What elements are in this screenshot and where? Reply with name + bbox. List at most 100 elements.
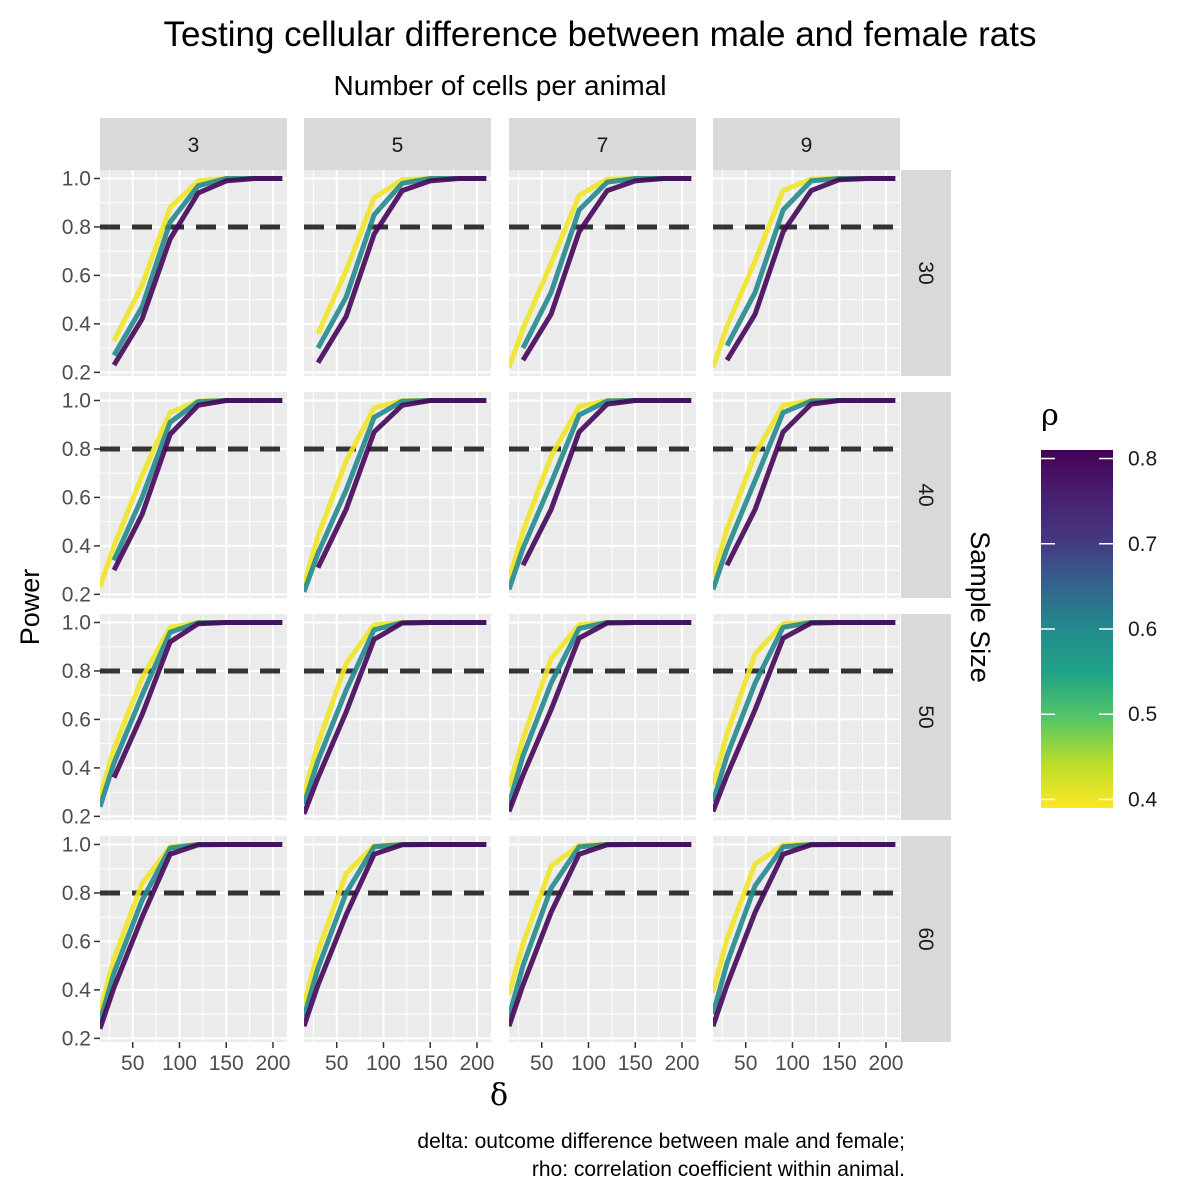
column-strip-5 — [304, 118, 491, 170]
column-facet-title: Number of cells per animal — [333, 70, 666, 101]
series-lines — [509, 176, 692, 369]
series-lines — [304, 620, 487, 815]
colorbar-label: 0.5 — [1128, 703, 1157, 726]
series-lines — [315, 176, 487, 365]
series-lines — [304, 842, 487, 1028]
x-axis-title: δ — [490, 1078, 508, 1113]
panel-n30-cells5 — [304, 170, 491, 376]
panel-background — [304, 614, 491, 820]
row-strip-30 — [901, 170, 951, 376]
y-tick-label: 0.4 — [62, 313, 92, 336]
y-tick-label: 0.8 — [62, 660, 91, 683]
series-lines — [100, 620, 283, 808]
row-strip-40 — [901, 392, 951, 598]
panel-background — [100, 392, 287, 598]
panel-n40-cells7 — [509, 392, 696, 598]
panel-background — [509, 170, 696, 376]
y-tick-label: 0.6 — [62, 264, 91, 287]
y-tick-label: 1.0 — [62, 611, 91, 634]
colorbar-label: 0.8 — [1128, 448, 1157, 471]
series-lines — [713, 398, 896, 591]
power-curve-rho-0.8 — [304, 620, 487, 815]
x-tick-label: 200 — [459, 1052, 494, 1075]
row-strip-label: 60 — [914, 927, 937, 950]
x-tick-label: 150 — [209, 1052, 244, 1075]
panel-background — [713, 170, 900, 376]
x-tick-label: 150 — [413, 1052, 448, 1075]
x-tick-label: 200 — [255, 1052, 290, 1075]
power-curve-rho-0.8 — [509, 842, 692, 1028]
panel-n50-cells3: 0.2 0.4 0.6 0.8 1.0 — [62, 611, 287, 828]
colorbar-label: 0.6 — [1128, 618, 1157, 641]
row-strip-label: 50 — [914, 705, 937, 728]
power-curve-rho-0.8 — [509, 620, 692, 813]
chart-title: Testing cellular difference between male… — [164, 15, 1037, 54]
panel-n50-cells7 — [509, 614, 696, 820]
panel-background — [509, 392, 696, 598]
row-strip-label: 40 — [914, 483, 937, 506]
y-tick-label: 0.6 — [62, 486, 91, 509]
power-curve-rho-0.8 — [520, 398, 692, 567]
y-axis-title: Power — [15, 569, 45, 646]
panel-n50-cells5 — [304, 614, 491, 820]
series-lines — [509, 398, 692, 591]
power-curve-rho-0.8 — [304, 842, 487, 1028]
y-tick-label: 0.2 — [62, 1027, 91, 1050]
column-strip-label: 7 — [597, 134, 609, 157]
panel-background — [509, 836, 696, 1042]
column-strip-3 — [100, 118, 287, 170]
column-strip-label: 5 — [392, 134, 404, 157]
series-lines — [111, 176, 283, 367]
legend-title: ρ — [1041, 398, 1059, 433]
x-tick-label: 150 — [822, 1052, 857, 1075]
series-lines — [100, 398, 283, 588]
series-lines — [509, 842, 692, 1028]
panel-background — [304, 170, 491, 376]
panel-n40-cells9 — [713, 392, 900, 598]
row-facet-title: Sample Size — [965, 531, 995, 683]
y-tick-label: 0.6 — [62, 708, 91, 731]
power-curve-rho-0.8 — [520, 176, 692, 362]
y-tick-label: 0.4 — [62, 535, 92, 558]
panel-n50-cells9 — [713, 614, 900, 820]
series-lines — [509, 620, 692, 813]
column-strip-9 — [713, 118, 900, 170]
series-lines — [713, 176, 896, 369]
x-tick-label: 150 — [618, 1052, 653, 1075]
row-strip-60 — [901, 836, 951, 1042]
x-tick-label: 200 — [868, 1052, 903, 1075]
y-tick-label: 0.4 — [62, 979, 92, 1002]
y-tick-label: 1.0 — [62, 833, 91, 856]
rho-color-legend: 0.4 0.5 0.6 0.7 0.8 — [1041, 448, 1158, 811]
caption-line-2: rho: correlation coefficient within anim… — [532, 1158, 905, 1181]
power-curve-rho-0.8 — [100, 842, 283, 1030]
panel-n60-cells5: 50 100 150 200 — [304, 836, 494, 1075]
power-curve-rho-0.8 — [111, 620, 283, 779]
y-tick-label: 0.8 — [62, 216, 91, 239]
row-strip-50 — [901, 614, 951, 820]
series-lines — [304, 398, 487, 593]
x-tick-label: 100 — [571, 1052, 606, 1075]
x-tick-label: 100 — [366, 1052, 401, 1075]
panel-background — [713, 836, 900, 1042]
colorbar-label: 0.7 — [1128, 533, 1157, 556]
panel-n30-cells9 — [713, 170, 900, 376]
x-tick-label: 50 — [121, 1052, 144, 1075]
y-tick-label: 0.4 — [62, 757, 92, 780]
y-tick-label: 0.6 — [62, 930, 91, 953]
power-curve-rho-0.8 — [713, 620, 896, 813]
panel-n60-cells9: 50 100 150 200 — [713, 836, 903, 1075]
x-tick-label: 200 — [664, 1052, 699, 1075]
row-strip-label: 30 — [914, 261, 937, 284]
y-tick-label: 0.2 — [62, 361, 91, 384]
series-lines — [100, 842, 283, 1030]
power-curve-rho-0.8 — [713, 842, 896, 1028]
column-strip-label: 9 — [801, 134, 813, 157]
y-tick-label: 1.0 — [62, 389, 91, 412]
panel-n40-cells5 — [304, 392, 491, 598]
colorbar-label: 0.4 — [1128, 788, 1158, 811]
column-strip-7 — [509, 118, 696, 170]
power-curve-rho-0.8 — [315, 398, 487, 569]
panel-n40-cells3: 0.2 0.4 0.6 0.8 1.0 — [62, 389, 287, 606]
panel-n60-cells3: 0.2 0.4 0.6 0.8 1.0 50 100 150 200 — [62, 833, 291, 1075]
